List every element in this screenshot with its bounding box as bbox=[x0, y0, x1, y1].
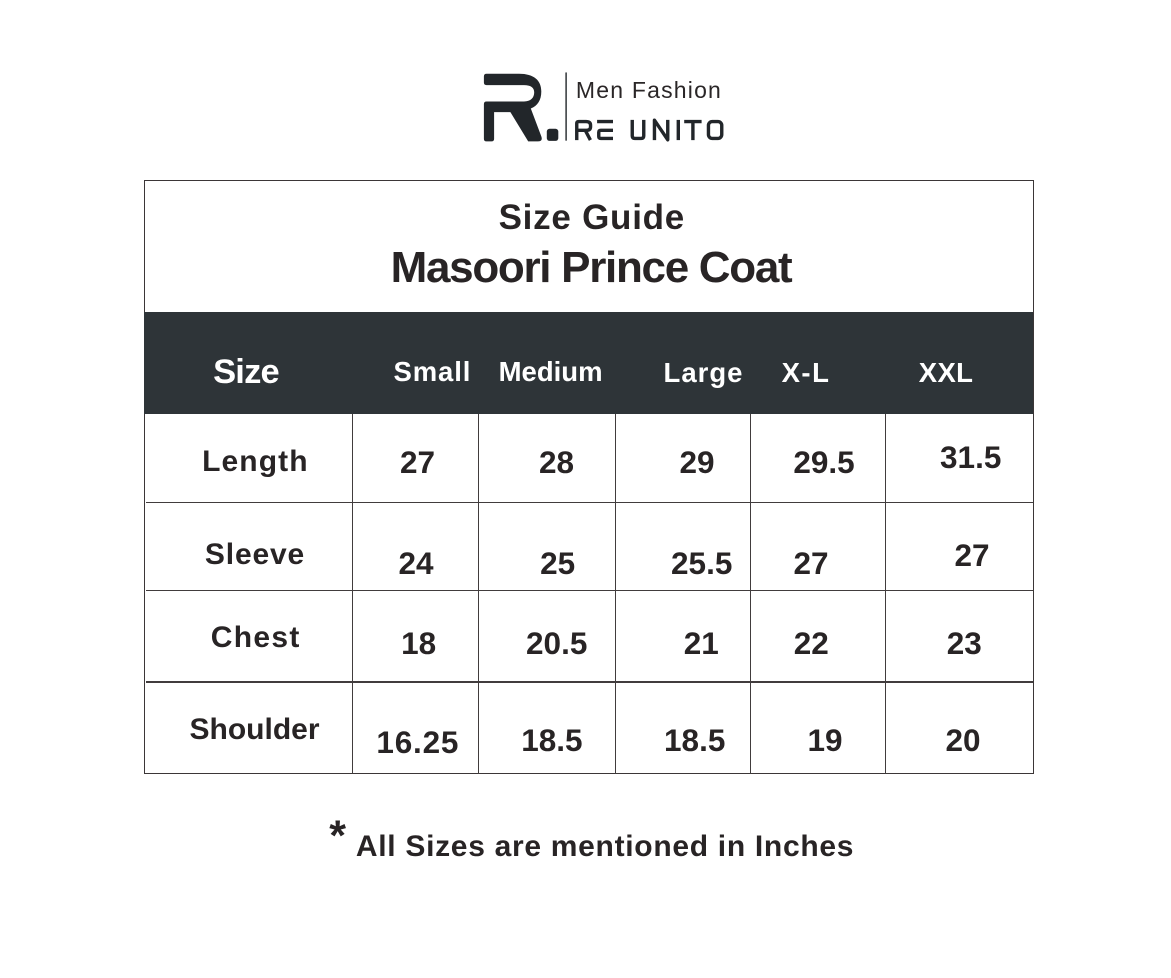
svg-text:Men Fashion: Men Fashion bbox=[576, 77, 722, 103]
